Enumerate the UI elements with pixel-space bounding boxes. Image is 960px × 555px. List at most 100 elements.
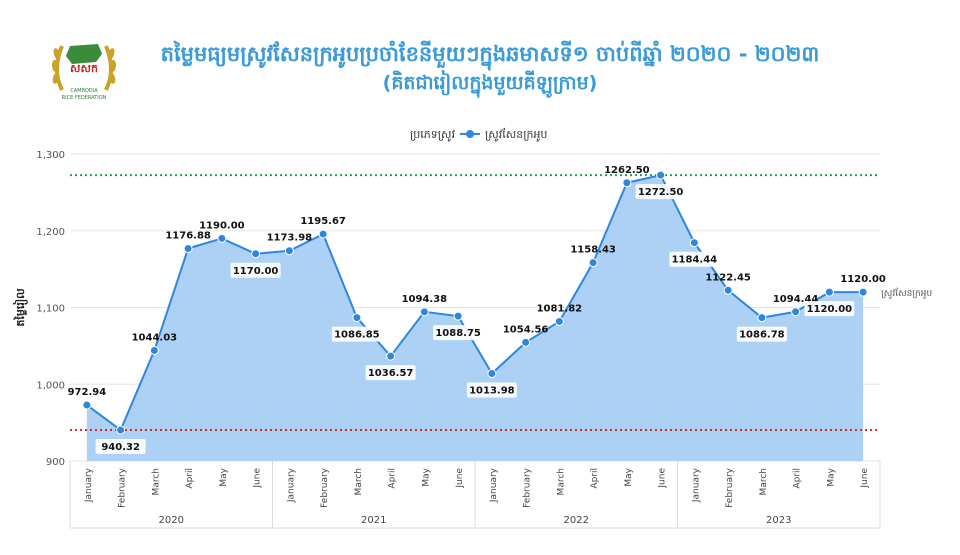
legend-marker [466,130,474,138]
rice-federation-logo: សសក CAMBODIA RICE FEDERATION [51,44,117,101]
data-point [723,285,733,295]
y-tick-label: 1,000 [36,380,65,391]
data-label-bg [95,439,146,455]
data-point [318,229,328,239]
x-tick-label: April [388,468,398,489]
data-label: 1170.00 [233,266,279,277]
data-label: 1176.88 [165,230,211,241]
data-point [116,425,126,435]
data-label-bg [804,301,855,317]
data-label: 1036.57 [368,368,414,379]
year-label: 2020 [159,515,184,526]
x-tick-label: March [354,468,364,495]
chart-title: តម្លៃមធ្យមស្រូវសែនក្រអូបប្រចាំខែនីមួយៗក្… [160,42,820,66]
data-label: 1044.03 [132,332,178,343]
year-label: 2023 [766,515,791,526]
data-label: 1262.50 [604,165,650,176]
legend: ប្រភេទស្រូវ ស្រូវសែនក្រអូប [410,127,547,142]
data-label: 1094.44 [773,294,819,305]
data-point [487,369,497,379]
x-tick-label: February [320,467,330,508]
x-tick-label: January [489,467,499,503]
data-label-bg [331,326,382,342]
x-tick-label: April [793,468,803,489]
data-point [858,287,868,297]
x-tick-label: June [253,468,263,489]
data-label: 1013.98 [469,386,515,397]
x-tick-label: May [421,467,431,486]
data-point [352,313,362,323]
data-point [284,246,294,256]
data-label: 1272.50 [638,187,684,198]
logo-caption-2: RICE FEDERATION [62,95,107,101]
data-point [82,400,92,410]
data-point [453,311,463,321]
data-label: 1086.78 [739,330,785,341]
series-end-label: ស្រូវសែនក្រអូប [881,287,932,299]
data-point [622,178,632,188]
logo-text: សសក [70,62,98,75]
x-tick-label: March [556,468,566,495]
x-tick-label: April [185,468,195,489]
data-point [251,249,261,259]
year-label: 2021 [361,515,386,526]
x-tick-label: January [691,467,701,503]
y-axis-title: តម្លៃរៀល [13,288,28,327]
x-tick-label: April [590,468,600,489]
data-point [791,307,801,317]
data-point [824,287,834,297]
y-tick-label: 1,100 [36,304,65,315]
x-tick-label: January [286,467,296,503]
data-label-bg [466,382,517,398]
x-tick-label: March [759,468,769,495]
data-label-bg [433,325,484,341]
data-label-bg [669,251,720,267]
series-line [86,173,864,432]
data-label-bg [230,262,281,278]
data-label: 1120.00 [807,304,853,315]
x-tick-label: March [151,468,161,495]
data-label-bg [736,326,787,342]
x-tick-label: May [624,467,634,486]
chart-subtitle: (គិតជារៀលក្នុងមួយគីឡូក្រាម) [382,72,598,94]
data-label: 1173.98 [267,233,313,244]
data-label: 1081.82 [537,303,583,314]
x-tick-label: June [455,468,465,489]
data-label: 1122.45 [705,272,751,283]
data-point [656,170,666,180]
data-point [689,238,699,248]
x-tick-label: February [523,467,533,508]
x-tick-label: January [84,467,94,503]
x-tick-label: February [118,467,128,508]
data-point [757,313,767,323]
data-point [419,307,429,317]
data-label: 1094.38 [402,294,448,305]
x-tick-label: February [725,467,735,508]
data-label: 1158.43 [570,245,616,256]
data-label: 1195.67 [300,216,346,227]
data-point [521,337,531,347]
data-point [386,351,396,361]
data-label: 1088.75 [435,328,481,339]
data-point [588,258,598,268]
logo-caption-1: CAMBODIA [70,88,98,94]
data-label: 1190.00 [199,220,245,231]
legend-series-name: ស្រូវសែនក្រអូប [485,127,547,142]
y-tick-label: 1,200 [36,227,65,238]
data-label: 940.32 [101,442,140,453]
data-label: 1054.56 [503,324,549,335]
data-label: 972.94 [68,387,107,398]
x-tick-label: May [219,467,229,486]
x-tick-label: May [826,467,836,486]
y-tick-label: 1,300 [36,150,65,161]
data-point [217,233,227,243]
data-label: 1120.00 [840,274,886,285]
data-point [149,345,159,355]
year-label: 2022 [564,515,589,526]
x-tick-label: June [860,468,870,489]
data-point [554,316,564,326]
y-tick-label: 900 [46,457,65,468]
legend-title: ប្រភេទស្រូវ [410,128,455,142]
series-area [86,175,864,461]
